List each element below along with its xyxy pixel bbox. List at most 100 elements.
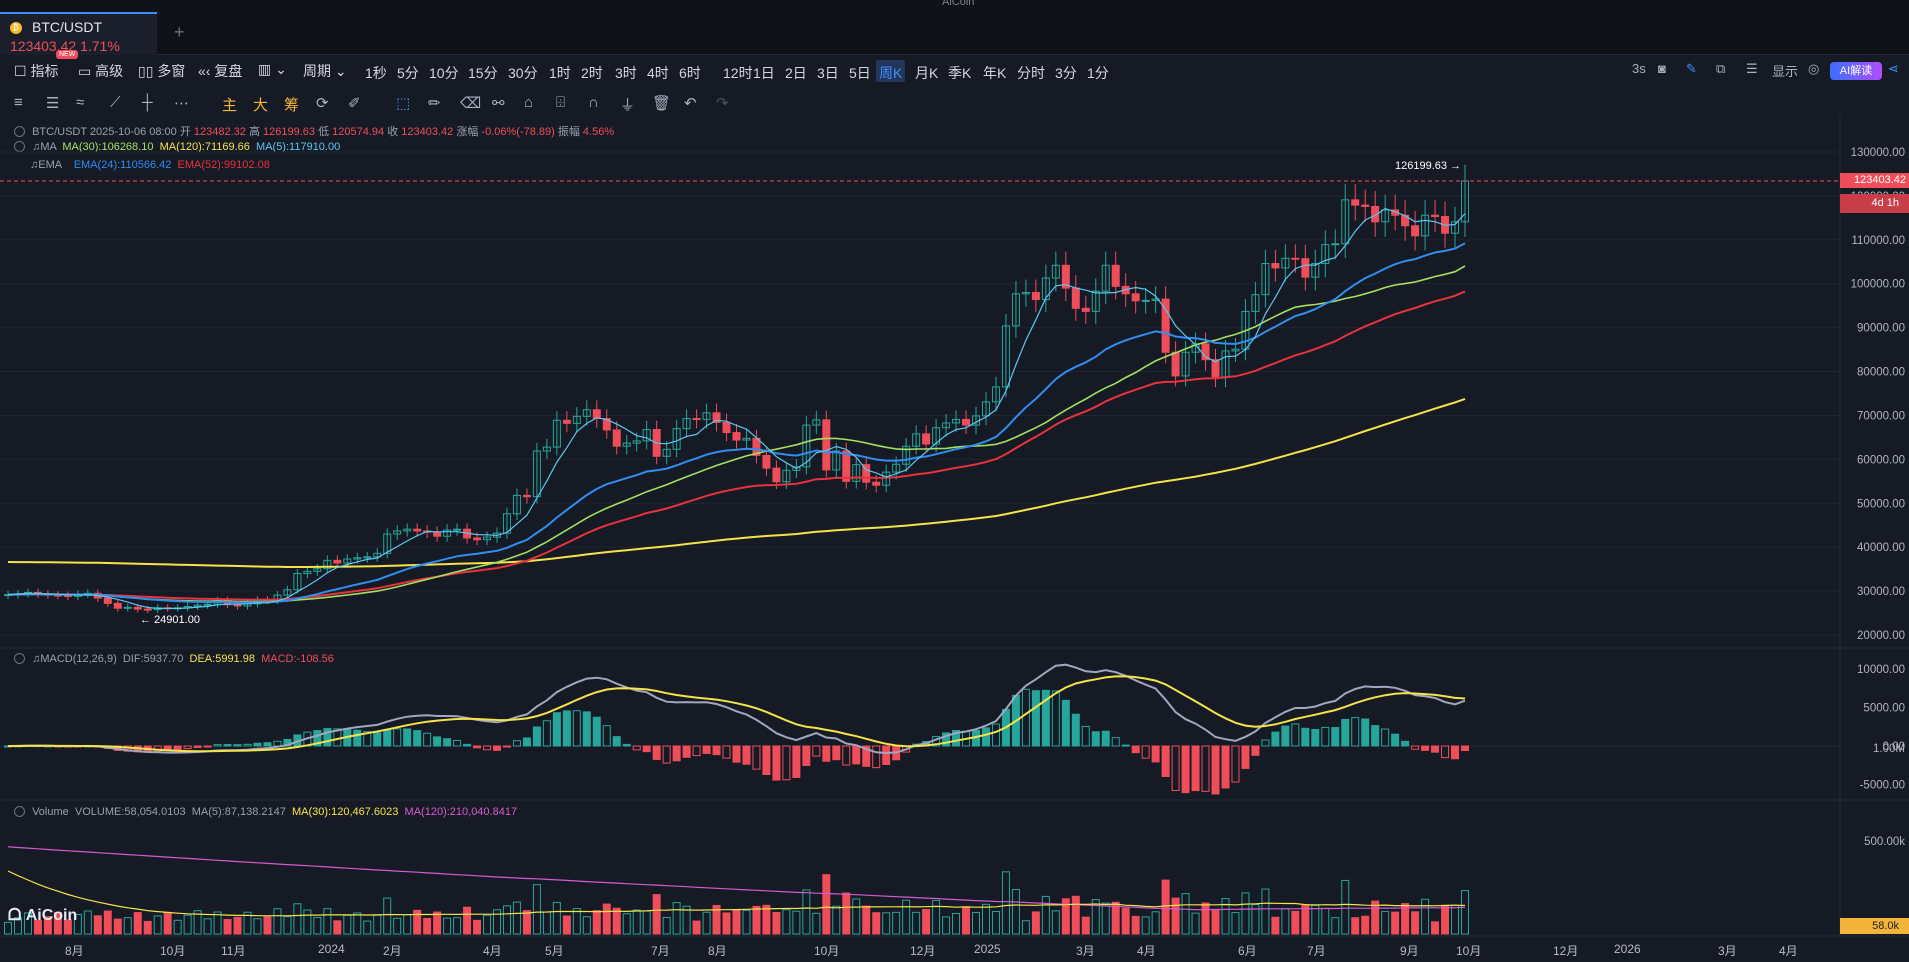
collapse-icon[interactable] xyxy=(14,806,25,817)
period-1[interactable]: 5分 xyxy=(397,65,419,81)
macd-histogram-bar xyxy=(862,745,871,767)
candle-body xyxy=(203,603,212,606)
period-5[interactable]: 1时 xyxy=(549,65,571,81)
period-17[interactable]: 季K xyxy=(948,65,972,81)
tab-btc-usdt[interactable]: ₿ BTC/USDT 123403.42 1.71% NEW xyxy=(0,12,157,59)
collapse-icon[interactable] xyxy=(14,653,25,664)
period-9[interactable]: 6时 xyxy=(679,65,701,81)
settings-icon[interactable]: ◎ xyxy=(1808,61,1820,76)
volume-bar xyxy=(243,911,252,935)
camera-icon[interactable]: ◙ xyxy=(1658,61,1666,76)
period-19[interactable]: 分时 xyxy=(1017,65,1045,81)
time-label-9: 10月 xyxy=(814,944,840,958)
multiwindow-button[interactable]: ▯▯ 多窗 xyxy=(138,63,186,79)
advanced-button[interactable]: ▭ 高级 xyxy=(78,63,124,79)
list-icon[interactable]: ☰ xyxy=(1746,61,1758,76)
macd-histogram-bar xyxy=(512,740,521,747)
share-icon[interactable]: ⋖ xyxy=(1888,61,1899,76)
candle-body xyxy=(1181,351,1190,377)
period-12[interactable]: 2日 xyxy=(785,65,807,81)
refresh-icon[interactable]: ⟳ xyxy=(316,95,329,112)
candle-body xyxy=(1421,214,1430,237)
period-11[interactable]: 1日 xyxy=(753,65,775,81)
macd-histogram-bar xyxy=(1221,745,1230,789)
candle-body xyxy=(1381,209,1390,223)
period-button[interactable]: 周期 ⌄ xyxy=(303,63,347,79)
cursor-icon[interactable]: ⬚ xyxy=(396,95,411,112)
big-order-button[interactable]: 大 xyxy=(253,97,269,114)
display-button[interactable]: 显示 xyxy=(1772,61,1798,80)
note-icon[interactable]: ⌹ xyxy=(556,94,566,111)
period-6[interactable]: 2时 xyxy=(581,65,603,81)
period-10[interactable]: 12时 xyxy=(723,65,753,81)
briefcase-icon[interactable]: ⌂ xyxy=(524,94,534,111)
ai-interpret-button[interactable]: AI解读 xyxy=(1830,62,1882,80)
filter-icon[interactable]: ⏚ xyxy=(620,97,636,114)
ruler-icon[interactable]: ✏ xyxy=(428,95,441,112)
macd-histogram-bar xyxy=(1201,745,1210,792)
collapse-icon[interactable] xyxy=(14,126,25,137)
trash-icon[interactable]: 🗑 xyxy=(652,95,672,112)
undo-icon[interactable]: ↶ xyxy=(684,95,697,112)
candle-body xyxy=(133,606,142,610)
indicators-button[interactable]: ☐ 指标 xyxy=(14,63,59,79)
macd-histogram-bar xyxy=(253,742,262,747)
macd-histogram-bar xyxy=(353,729,362,747)
macd-histogram-bar xyxy=(722,745,731,759)
redo-icon[interactable]: ↷ xyxy=(716,95,729,112)
period-15[interactable]: 周K xyxy=(876,60,906,82)
period-4[interactable]: 30分 xyxy=(508,65,538,81)
macd-histogram-bar xyxy=(193,745,202,748)
more-tools-icon[interactable]: ⋯ xyxy=(174,95,189,112)
volume-bar xyxy=(782,909,791,935)
volume-bar xyxy=(83,910,92,935)
volume-bar xyxy=(1171,897,1180,935)
volume-bar xyxy=(1181,893,1190,935)
volume-bar xyxy=(822,874,831,935)
period-14[interactable]: 5日 xyxy=(849,65,871,81)
replay-button[interactable]: «‹ 复盘 xyxy=(198,63,243,79)
period-13[interactable]: 3日 xyxy=(817,65,839,81)
period-21[interactable]: 1分 xyxy=(1087,65,1109,81)
period-0[interactable]: 1秒 xyxy=(365,65,387,81)
candle-body xyxy=(622,442,631,447)
chips-button[interactable]: 筹 xyxy=(284,97,300,114)
edit-icon[interactable]: ✎ xyxy=(1686,61,1697,76)
period-8[interactable]: 4时 xyxy=(647,65,669,81)
add-tab-button[interactable]: + xyxy=(174,22,185,42)
period-2[interactable]: 10分 xyxy=(429,65,459,81)
price-axis-label: 50000.00 xyxy=(1857,498,1905,510)
period-20[interactable]: 3分 xyxy=(1055,65,1077,81)
menu-lines-icon[interactable]: ≡ xyxy=(14,94,23,111)
candle-body xyxy=(403,528,412,532)
volume-bar xyxy=(702,911,711,935)
horizontal-lines-icon[interactable]: ☰ xyxy=(46,95,60,112)
period-7[interactable]: 3时 xyxy=(615,65,637,81)
magnet-icon[interactable]: ∩ xyxy=(588,94,599,111)
chart-type-button[interactable]: ▥ ⌄ xyxy=(258,61,287,78)
volume-bar xyxy=(832,905,841,935)
replay-label: 复盘 xyxy=(214,63,243,79)
eraser-icon[interactable]: ⌫ xyxy=(460,95,482,112)
main-chart-button[interactable]: 主 xyxy=(222,97,238,114)
candle-body xyxy=(602,418,611,431)
horizontal-ray-icon[interactable]: ┼ xyxy=(142,94,153,111)
volume-bar xyxy=(393,917,402,935)
refresh-interval[interactable]: 3s xyxy=(1632,61,1646,76)
layout-icon[interactable]: ⧉ xyxy=(1716,61,1726,76)
pen-icon[interactable]: ✐ xyxy=(348,95,361,112)
trend-line-icon[interactable]: ⟋ xyxy=(110,94,121,111)
period-16[interactable]: 月K xyxy=(915,65,939,81)
legend-symbol: BTC/USDT xyxy=(32,126,87,138)
candle-body xyxy=(343,558,352,564)
macd-histogram-bar xyxy=(782,745,791,781)
wave-icon[interactable]: ≈ xyxy=(76,94,85,111)
candle-body xyxy=(1161,298,1170,353)
candle-body xyxy=(1011,293,1020,327)
volume-bar xyxy=(932,899,941,935)
period-3[interactable]: 15分 xyxy=(468,65,498,81)
period-18[interactable]: 年K xyxy=(983,65,1007,81)
volume-axis-label: 500.00k xyxy=(1864,836,1905,848)
compare-icon[interactable]: ⚯ xyxy=(492,95,505,112)
